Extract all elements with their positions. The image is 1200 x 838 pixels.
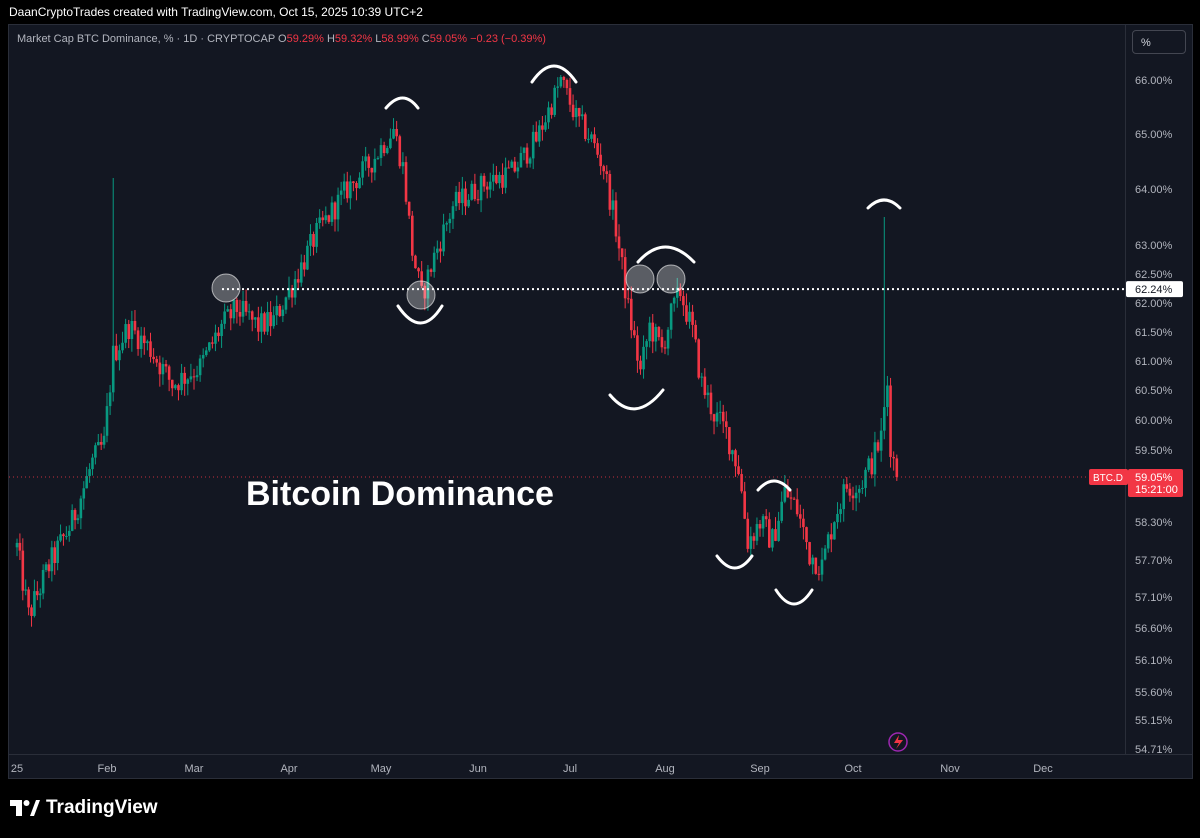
legend-close-label: C bbox=[421, 33, 430, 45]
time-axis-border bbox=[9, 754, 1192, 755]
tradingview-logo: TradingView bbox=[10, 797, 158, 819]
legend-low: 58.99% bbox=[381, 33, 419, 45]
legend-low-label: L bbox=[375, 33, 382, 45]
legend-symbol: Market Cap BTC Dominance, % · 1D · CRYPT… bbox=[17, 33, 275, 45]
legend-high-label: H bbox=[326, 33, 335, 45]
legend-open: 59.29% bbox=[286, 33, 324, 45]
attribution-text: DaanCryptoTrades created with TradingVie… bbox=[9, 5, 423, 19]
legend-open-label: O bbox=[278, 33, 287, 45]
footer bbox=[0, 779, 1200, 838]
tradingview-logo-icon bbox=[10, 800, 40, 816]
chart-legend: Market Cap BTC Dominance, % · 1D · CRYPT… bbox=[17, 33, 546, 45]
price-axis-border bbox=[1125, 25, 1126, 755]
legend-change: −0.23 (−0.39%) bbox=[470, 33, 546, 45]
legend-close: 59.05% bbox=[429, 33, 468, 45]
attribution-bar: DaanCryptoTrades created with TradingVie… bbox=[0, 0, 1200, 24]
tradingview-logo-text: TradingView bbox=[46, 797, 158, 818]
legend-high: 59.32% bbox=[334, 33, 373, 45]
percent-scale-button[interactable]: % bbox=[1132, 30, 1186, 54]
chart-pane[interactable] bbox=[8, 24, 1193, 779]
